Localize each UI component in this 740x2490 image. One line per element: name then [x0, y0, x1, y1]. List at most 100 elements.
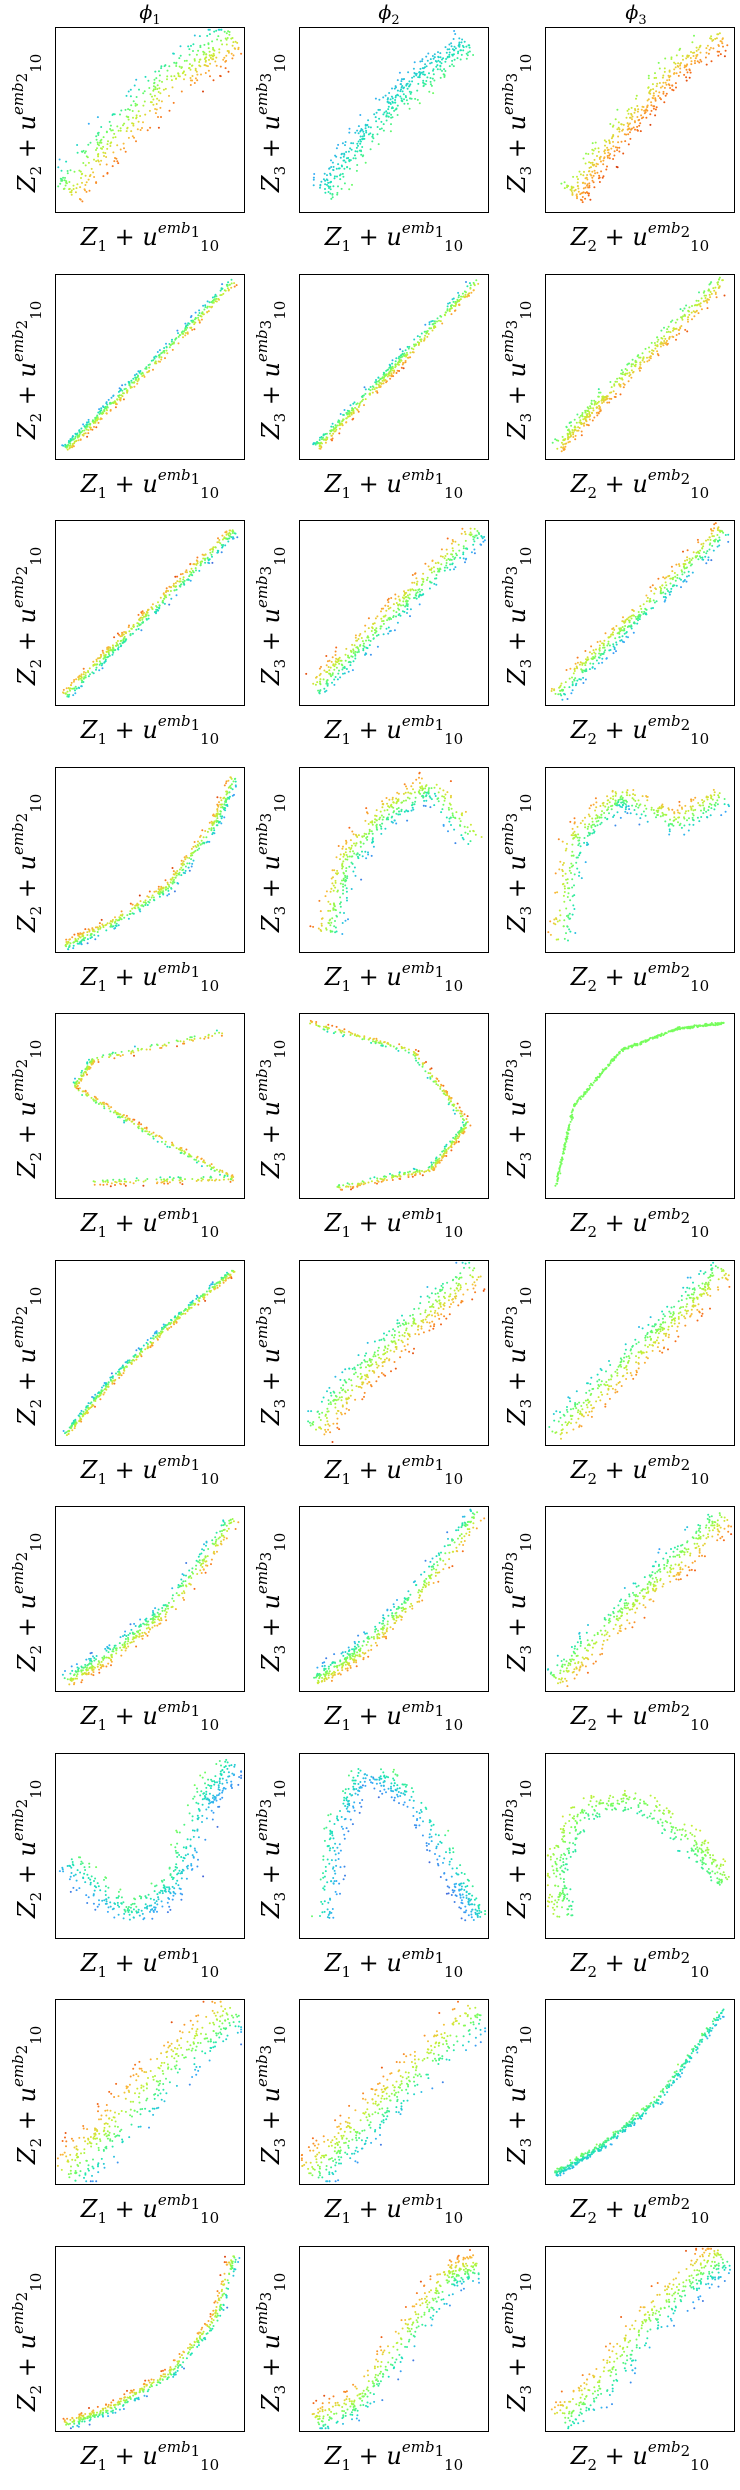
scatter-point	[72, 435, 74, 437]
scatter-point	[396, 807, 398, 810]
scatter-point	[613, 384, 616, 387]
scatter-point	[660, 329, 663, 332]
scatter-point	[395, 602, 398, 604]
scatter-point	[204, 553, 207, 556]
scatter-point	[322, 436, 324, 439]
scatter-point	[99, 662, 102, 665]
scatter-point	[608, 157, 611, 160]
scatter-point	[119, 113, 121, 116]
scatter-point	[475, 278, 478, 281]
scatter-point	[672, 576, 675, 579]
scatter-point	[572, 837, 575, 840]
scatter-point	[178, 580, 181, 583]
scatter-point	[208, 305, 211, 308]
scatter-point	[371, 387, 374, 390]
scatter-point	[202, 557, 205, 560]
scatter-point	[637, 619, 639, 622]
scatter-point	[192, 859, 195, 862]
scatter-point	[409, 92, 412, 95]
scatter-point	[639, 361, 642, 364]
scatter-point	[139, 909, 142, 912]
scatter-point	[427, 332, 430, 335]
scatter-point	[472, 288, 475, 291]
scatter-point	[464, 558, 467, 561]
scatter-point	[396, 369, 399, 372]
scatter-point	[395, 797, 398, 799]
scatter-point	[320, 444, 323, 447]
scatter-point	[598, 407, 601, 410]
scatter-point	[342, 672, 344, 675]
scatter-point	[443, 68, 446, 71]
scatter-point	[345, 896, 348, 899]
scatter-point	[114, 649, 117, 651]
scatter-point	[188, 856, 191, 859]
scatter-point	[129, 912, 132, 915]
scatter-point	[82, 673, 85, 676]
scatter-point	[571, 886, 574, 888]
scatter-point	[332, 425, 335, 428]
scatter-point	[77, 676, 80, 679]
scatter-point	[406, 819, 409, 822]
scatter-point	[430, 84, 433, 87]
scatter-point	[390, 803, 393, 806]
scatter-point	[639, 605, 642, 608]
scatter-point	[167, 883, 170, 886]
scatter-point	[437, 56, 440, 59]
scatter-point	[419, 590, 422, 593]
scatter-point	[651, 584, 654, 587]
scatter-point	[374, 814, 377, 817]
scatter-point	[234, 40, 237, 43]
scatter-point	[178, 868, 181, 870]
scatter-point	[581, 414, 584, 417]
scatter-point	[576, 656, 579, 659]
scatter-point	[617, 141, 620, 144]
scatter-point	[318, 691, 321, 694]
scatter-point	[631, 804, 634, 807]
scatter-point	[75, 687, 78, 690]
scatter-point	[431, 319, 434, 322]
scatter-point	[79, 677, 82, 680]
scatter-point	[699, 549, 702, 552]
scatter-point	[683, 307, 686, 309]
scatter-point	[565, 931, 567, 934]
scatter-point	[402, 361, 405, 364]
scatter-point	[119, 913, 122, 916]
scatter-point	[70, 681, 73, 684]
scatter-point	[82, 162, 85, 164]
scatter-point	[153, 94, 156, 97]
scatter-point	[211, 40, 214, 43]
scatter-point	[680, 315, 683, 318]
scatter-point	[326, 183, 328, 186]
scatter-point	[418, 102, 421, 105]
scatter-point	[674, 66, 677, 69]
scatter-point	[326, 174, 328, 177]
scatter-point	[663, 577, 666, 580]
scatter-point	[440, 315, 443, 318]
scatter-point	[192, 50, 194, 52]
scatter-point	[392, 609, 395, 612]
scatter-point	[332, 889, 335, 892]
scatter-point	[418, 71, 421, 73]
scatter-point	[343, 167, 346, 170]
scatter-point	[365, 836, 368, 839]
scatter-point	[329, 188, 332, 191]
scatter-point	[583, 424, 585, 427]
scatter-point	[425, 794, 427, 797]
scatter-point	[66, 693, 69, 696]
scatter-point	[607, 642, 610, 645]
scatter-point	[127, 108, 130, 111]
scatter-point	[448, 43, 451, 46]
scatter-point	[687, 574, 690, 577]
scatter-point	[374, 631, 377, 634]
scatter-point	[350, 855, 353, 858]
scatter-point	[140, 611, 143, 614]
scatter-point	[83, 671, 85, 673]
scatter-point	[406, 809, 409, 812]
scatter-point	[445, 816, 448, 818]
scatter-point	[620, 801, 623, 804]
scatter-point	[570, 186, 573, 189]
scatter-point	[352, 652, 355, 654]
scatter-point	[578, 416, 581, 418]
scatter-point	[210, 300, 213, 303]
scatter-point	[588, 192, 590, 195]
